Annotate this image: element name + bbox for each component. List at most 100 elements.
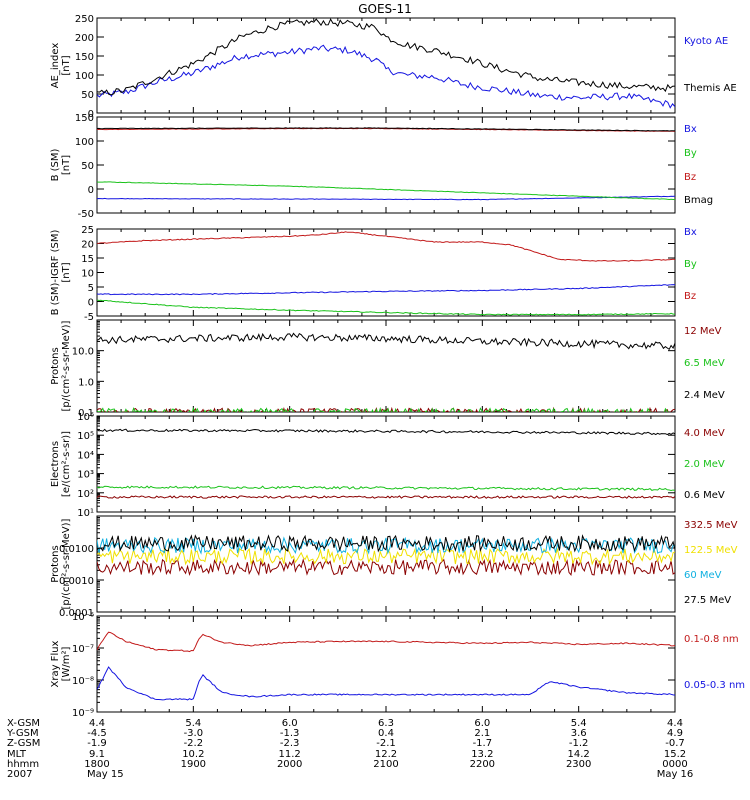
series-line [97, 18, 675, 96]
y-axis-label: Protons [50, 347, 61, 384]
series-line [97, 127, 675, 132]
series-line [97, 666, 675, 701]
y-tick-label: 0.1 [78, 408, 94, 419]
y-tick-label: 10⁻⁹ [72, 708, 94, 719]
legend-entry: By [684, 259, 697, 270]
ephemeris-value: 4.9 [667, 728, 683, 739]
legend-entry: Bz [684, 172, 696, 183]
legend-entry: 12 MeV [684, 326, 722, 337]
panel-3: -5 0 5 10 15 20 25 B (SM)-IGRF (SM) [nT] Bx By Bz [50, 225, 697, 323]
y-tick-label: 100 [75, 71, 94, 82]
y-tick-label: 100 [75, 137, 94, 148]
series-line [97, 428, 675, 436]
y-tick-label: 10⁵ [77, 431, 94, 442]
y-tick-label: 150 [75, 113, 94, 124]
y-tick-label: 10⁻⁷ [72, 644, 94, 655]
ephemeris-value: 0.4 [378, 728, 394, 739]
y-tick-label: 0.0010 [59, 576, 94, 587]
y-axis-label: Xray Flux [50, 640, 61, 687]
ephemeris-value: -1.2 [569, 738, 589, 749]
y-tick-label: 10⁶ [77, 412, 94, 423]
y-tick-label: 0 [88, 109, 94, 120]
legend-entry: By [684, 148, 697, 159]
series-line [97, 332, 675, 351]
panel-frame [96, 615, 676, 713]
y-tick-label: 50 [81, 90, 94, 101]
ephemeris-row-label: 2007 [7, 769, 32, 780]
ephemeris-table: X-GSMY-GSMZ-GSMMLThhmm20074.4-4.5-1.99.1… [6, 718, 693, 780]
y-tick-label: -50 [78, 209, 94, 220]
series-line [97, 534, 675, 553]
y-tick-label: -5 [84, 312, 94, 323]
y-tick-label: 25 [81, 225, 94, 236]
ephemeris-value: 11.2 [279, 749, 301, 760]
y-axis-label: [nT] [61, 55, 72, 75]
series-line [97, 631, 675, 653]
legend-entry: Bx [684, 124, 697, 135]
ephemeris-value: 0000 [662, 759, 687, 770]
ephemeris-value: 9.1 [89, 749, 105, 760]
ephemeris-value: -2.1 [376, 738, 396, 749]
series-line [97, 406, 675, 412]
y-tick-label: 10⁻⁸ [72, 676, 94, 687]
ephemeris-value: 2200 [470, 759, 495, 770]
ephemeris-value: -1.9 [87, 738, 107, 749]
ephemeris-value: 1800 [84, 759, 109, 770]
ephemeris-value: 14.2 [568, 749, 590, 760]
y-tick-label: 0.0100 [59, 544, 94, 555]
series-line [97, 406, 669, 412]
legend-entry: Kyoto AE [684, 36, 728, 47]
y-tick-label: 10⁴ [77, 450, 94, 461]
y-axis-label: [e/(cm²-s-sr)] [61, 431, 72, 497]
y-axis-label: AE_index [50, 43, 61, 89]
legend-entry: 0.05-0.3 nm [684, 680, 745, 691]
series-line [97, 181, 675, 201]
ephemeris-value: 5.4 [571, 718, 587, 729]
y-axis-label: [nT] [61, 155, 72, 175]
y-tick-label: 10.0 [72, 347, 94, 358]
series-line [97, 231, 675, 262]
ephemeris-value: -4.5 [87, 728, 107, 739]
y-tick-label: 200 [75, 33, 94, 44]
ephemeris-value: -2.3 [280, 738, 300, 749]
ephemeris-value: 5.4 [185, 718, 201, 729]
legend-entry: 27.5 MeV [684, 595, 731, 606]
ephemeris-row-label: hhmm [7, 759, 39, 770]
ephemeris-value: 2.1 [474, 728, 490, 739]
ephemeris-value: 4.4 [667, 718, 683, 729]
panel-frame [96, 515, 676, 613]
series-line [97, 558, 675, 577]
y-tick-label: 10³ [77, 470, 94, 481]
ephemeris-value: 6.0 [474, 718, 490, 729]
panel-frame [96, 319, 676, 413]
series-line [97, 284, 675, 296]
y-axis-label: [W/m²] [61, 646, 72, 681]
y-axis-label: B (SM)-IGRF (SM) [50, 230, 61, 316]
y-axis-label: [p/(cm²-s-sr-MeV)] [61, 320, 72, 411]
legend-entry: 4.0 MeV [684, 428, 725, 439]
ephemeris-value: 2100 [373, 759, 398, 770]
y-tick-label: 0 [88, 185, 94, 196]
y-axis-label: B (SM) [50, 148, 61, 181]
y-tick-label: 0.0001 [59, 608, 94, 619]
y-tick-label: 10 [81, 269, 94, 280]
panel-7: 10⁻⁹ 10⁻⁸ 10⁻⁷ 10⁻⁶ Xray Flux [W/m²] 0.1-0.8 n… [50, 612, 745, 719]
series-line [97, 195, 675, 201]
legend-entry: Bmag [684, 195, 713, 206]
y-tick-label: 250 [75, 14, 94, 25]
panel-4: 0.1 1.0 10.0 Protons [p/(cm²-s-sr-MeV)] 12 Me… [50, 319, 725, 419]
panel-5: 10¹ 10² 10³ 10⁴ 10⁵ 10⁶ Electrons [e/(cm²-s-sr)… [50, 412, 725, 519]
y-tick-label: 150 [75, 52, 94, 63]
ephemeris-row-label: MLT [7, 749, 27, 760]
ephemeris-value: -1.7 [473, 738, 493, 749]
ephemeris-value: -2.2 [184, 738, 204, 749]
ephemeris-value: May 16 [657, 769, 694, 780]
y-tick-label: 20 [81, 240, 94, 251]
ephemeris-value: 6.0 [282, 718, 298, 729]
series-line [97, 485, 675, 492]
ephemeris-value: 15.2 [664, 749, 686, 760]
series-line [97, 44, 675, 109]
ephemeris-value: 12.2 [375, 749, 397, 760]
y-tick-label: 5 [88, 283, 94, 294]
